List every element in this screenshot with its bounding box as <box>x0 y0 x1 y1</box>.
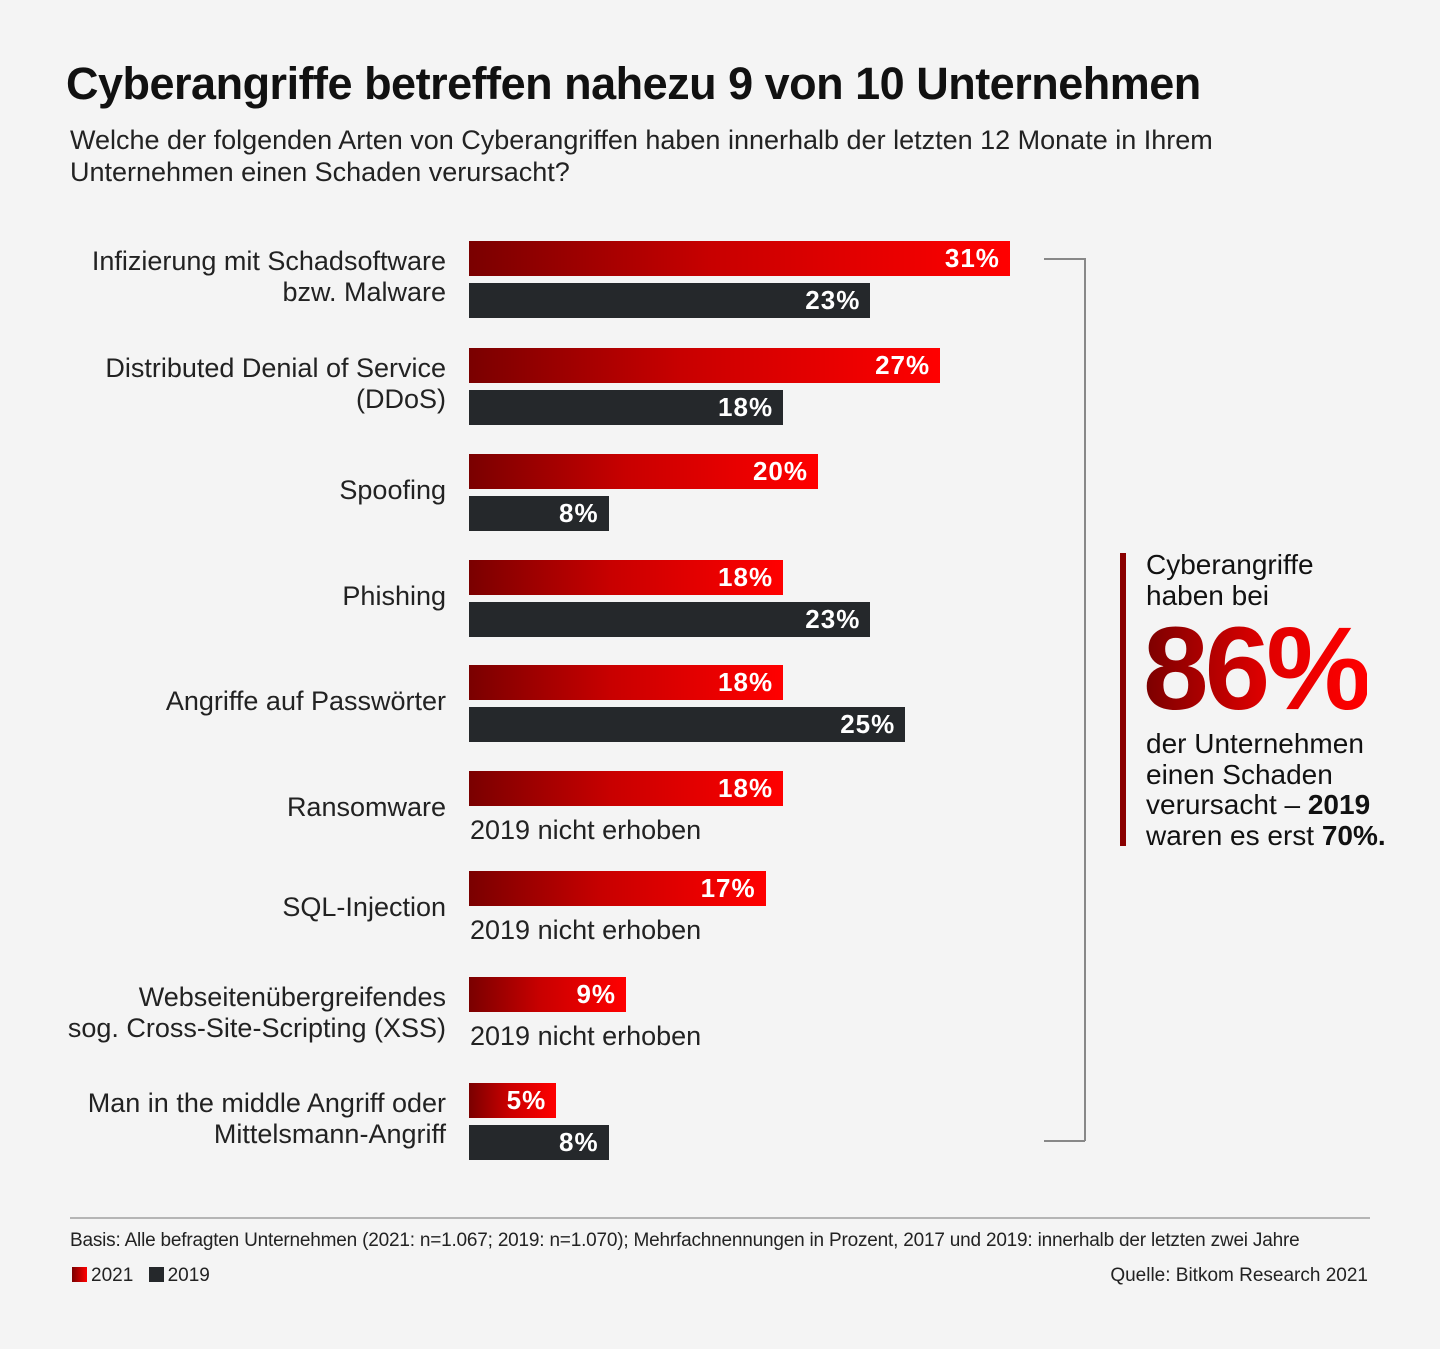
category-label: Angriffe auf Passwörter <box>6 686 446 717</box>
category-label-line: Angriffe auf Passwörter <box>165 685 446 716</box>
category-label: Spoofing <box>6 475 446 506</box>
category-label-line: Infizierung mit Schadsoftware <box>91 246 446 276</box>
category-label-line: Phishing <box>342 580 446 611</box>
data-label: 31% <box>944 243 1000 273</box>
callout-line: einen Schaden <box>1146 759 1333 790</box>
bar-2019: 8% <box>469 1125 609 1160</box>
data-label: 18% <box>718 773 774 803</box>
callout-line: waren es erst 70%. <box>1146 821 1386 851</box>
legend-swatch-2021 <box>72 1267 87 1282</box>
callout-line: verursacht – 2019 <box>1146 790 1370 820</box>
not-surveyed-label: 2019 nicht erhoben <box>470 915 702 945</box>
data-label: 9% <box>576 979 617 1009</box>
category-label: Man in the middle Angriff oder Mittelsman… <box>6 1088 446 1150</box>
category-label: Webseitenübergreifendes sog. Cross-Site-S… <box>6 982 446 1044</box>
callout-line: der Unternehmen <box>1146 728 1364 759</box>
data-label: 25% <box>840 709 896 739</box>
data-label: 23% <box>805 604 861 634</box>
data-label: 18% <box>718 392 774 422</box>
bar-2019: 18% <box>469 390 784 425</box>
data-label: 18% <box>718 562 774 592</box>
bar-2021: 18% <box>469 771 784 806</box>
callout-line: haben bei <box>1146 580 1270 611</box>
callout-text: verursacht – <box>1146 789 1308 820</box>
category-label-line: Spoofing <box>339 474 446 505</box>
not-surveyed-label: 2019 nicht erhoben <box>470 1021 702 1051</box>
data-label: 18% <box>718 667 774 697</box>
bar-2021: 9% <box>469 977 627 1012</box>
footer-divider <box>70 1217 1370 1219</box>
chart-title: Cyberangriffe betreffen nahezu 9 von 10 … <box>66 58 1201 109</box>
legend-label-2019: 2019 <box>167 1265 210 1286</box>
bar-2019: 23% <box>469 602 871 637</box>
category-label-line: sog. Cross-Site-Scripting (XSS) <box>67 1013 446 1043</box>
category-label-line: Man in the middle Angriff oder <box>87 1088 446 1118</box>
bar-2021: 18% <box>469 560 784 595</box>
bar-2021: 27% <box>469 348 941 383</box>
bar-2019: 25% <box>469 707 906 742</box>
data-label: 20% <box>752 456 808 486</box>
callout-line: Cyberangriffe <box>1146 549 1314 580</box>
category-label-line: Ransomware <box>286 791 446 822</box>
category-label-line: (DDoS) <box>355 384 446 414</box>
callout-bold: 2019 <box>1307 789 1371 820</box>
legend-label-2021: 2021 <box>91 1265 134 1286</box>
bracket-bottom <box>1044 1140 1085 1142</box>
bracket-top <box>1044 258 1085 260</box>
callout-big-number: 86% <box>1143 603 1371 735</box>
footer-source: Quelle: Bitkom Research 2021 <box>1110 1265 1368 1286</box>
category-label-line: Mittelsmann-Angriff <box>213 1119 446 1149</box>
chart-subtitle: Welche der folgenden Arten von Cyberangr… <box>70 125 1213 187</box>
legend: 2021 2019 <box>72 1265 210 1287</box>
callout-accent-bar <box>1120 553 1126 846</box>
callout-text: waren es erst <box>1146 820 1322 851</box>
bracket-vertical <box>1084 258 1086 1141</box>
bar-2021: 5% <box>469 1083 557 1118</box>
data-label: 8% <box>559 498 599 528</box>
bar-2021: 17% <box>469 871 766 906</box>
category-label-line: Distributed Denial of Service <box>105 353 446 383</box>
data-label: 5% <box>506 1085 547 1115</box>
data-label: 8% <box>559 1127 599 1157</box>
bar-2021: 20% <box>469 454 818 489</box>
bar-2021: 18% <box>469 665 784 700</box>
not-surveyed-label: 2019 nicht erhoben <box>470 815 702 845</box>
data-label: 23% <box>805 285 861 315</box>
footer-basis: Basis: Alle befragten Unternehmen (2021:… <box>70 1230 1300 1251</box>
legend-swatch-2019 <box>148 1267 164 1282</box>
bar-2019: 23% <box>469 283 871 318</box>
data-label: 27% <box>875 350 931 380</box>
category-label-line: Webseitenübergreifendes <box>138 982 446 1012</box>
category-label: Distributed Denial of Service (DDoS) <box>6 353 446 415</box>
data-label: 17% <box>700 873 756 903</box>
category-label: SQL-Injection <box>6 892 446 923</box>
callout-bold: 70%. <box>1321 820 1386 851</box>
category-label: Ransomware <box>6 792 446 823</box>
bar-2021: 31% <box>469 241 1010 276</box>
category-label-line: SQL-Injection <box>282 891 446 922</box>
category-label-line: bzw. Malware <box>282 277 446 307</box>
bar-2019: 8% <box>469 496 609 531</box>
category-label: Infizierung mit Schadsoftware bzw. Malwar… <box>6 246 446 308</box>
category-label: Phishing <box>6 581 446 612</box>
